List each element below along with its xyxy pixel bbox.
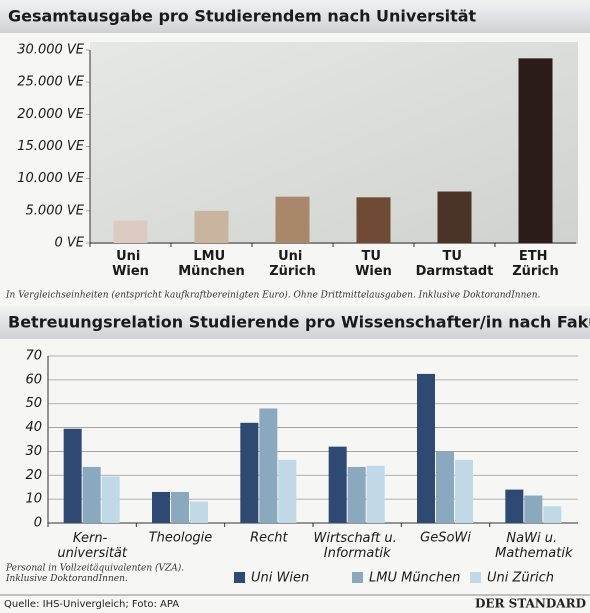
bar xyxy=(240,422,259,523)
bar xyxy=(82,466,101,523)
x-tick-label: Uni Zürich xyxy=(269,249,316,279)
y-tick-label: 30.000 VE xyxy=(17,43,85,58)
y-tick-label: 30 xyxy=(25,444,42,459)
bar xyxy=(347,466,366,523)
y-tick-label: 10.000 VE xyxy=(17,171,85,186)
chart-title: Gesamtausgabe pro Studierendem nach Univ… xyxy=(8,7,477,26)
x-tick-label: TU Darmstadt xyxy=(416,249,494,279)
y-tick-label: 60 xyxy=(25,372,42,387)
note: Personal in Vollzeitäquivalenten (VZA). … xyxy=(5,562,187,583)
bar xyxy=(275,196,310,243)
x-tick-label: Wirtschaft u. Informatik xyxy=(313,531,400,561)
chart-title: Betreuungsrelation Studierende pro Wisse… xyxy=(8,313,590,332)
bar xyxy=(328,446,347,523)
y-tick-label: 20.000 VE xyxy=(17,107,85,122)
source: Quelle: IHS-Univergleich; Foto: APA xyxy=(4,599,179,610)
legend-swatch xyxy=(234,572,245,583)
y-tick-label: 0 xyxy=(34,516,42,531)
y-tick-label: 25.000 VE xyxy=(17,75,85,90)
x-tick-label: NaWi u. Mathematik xyxy=(495,531,573,561)
header-bar xyxy=(0,306,590,339)
x-tick-label: TU Wien xyxy=(355,249,392,279)
bar xyxy=(417,373,435,523)
bar xyxy=(437,191,472,243)
y-tick-label: 10 xyxy=(25,492,42,507)
x-tick-label: GeSoWi xyxy=(420,531,471,546)
legend-swatch xyxy=(352,572,363,583)
bar xyxy=(63,428,82,523)
bar xyxy=(190,501,208,523)
bar xyxy=(543,506,562,523)
bar xyxy=(524,495,543,523)
bar xyxy=(171,491,189,523)
photo-background xyxy=(90,42,578,244)
bar xyxy=(455,459,473,523)
x-tick-label: Recht xyxy=(250,531,288,546)
bar xyxy=(194,210,229,243)
y-tick-label: 40 xyxy=(25,420,42,435)
bar xyxy=(259,408,278,523)
y-tick-label: 15.000 VE xyxy=(17,139,85,154)
brand: DER STANDARD xyxy=(475,597,586,611)
x-tick-label: LMU München xyxy=(178,249,244,279)
legend-label: Uni Wien xyxy=(251,571,309,586)
y-tick-label: 50 xyxy=(25,396,42,411)
y-tick-label: 20 xyxy=(25,468,42,483)
y-tick-label: 5.000 VE xyxy=(26,203,85,218)
bar xyxy=(366,465,385,523)
legend-label: Uni Zürich xyxy=(487,571,554,586)
x-tick-label: Kern- universität xyxy=(57,531,128,561)
legend-swatch xyxy=(470,572,481,583)
bar xyxy=(278,459,297,523)
x-tick-label: Uni Wien xyxy=(112,249,149,279)
bar xyxy=(101,476,120,523)
x-tick-label: Theologie xyxy=(149,531,213,546)
legend-label: LMU München xyxy=(369,571,460,586)
bar xyxy=(518,58,553,243)
y-tick-label: 0 VE xyxy=(54,236,84,251)
note: In Vergleichseinheiten (entspricht kaufk… xyxy=(5,290,541,301)
bar xyxy=(113,220,148,243)
header-bar xyxy=(0,0,590,33)
bar xyxy=(436,451,454,523)
bar xyxy=(152,491,170,523)
bar xyxy=(356,197,391,243)
bar xyxy=(505,489,524,523)
x-tick-label: ETH Zürich xyxy=(512,249,559,279)
y-tick-label: 70 xyxy=(25,349,42,364)
